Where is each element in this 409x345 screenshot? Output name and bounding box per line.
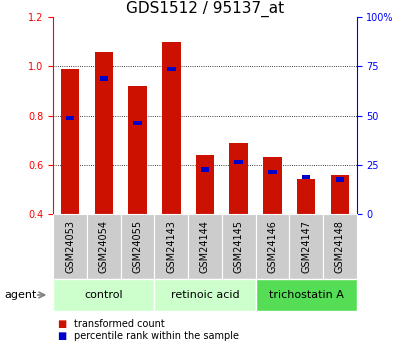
Bar [267,170,276,174]
Bar [229,142,247,214]
Bar [53,214,87,279]
Text: GSM24148: GSM24148 [334,220,344,273]
Bar [53,279,154,311]
Bar [296,179,315,214]
Text: GSM24145: GSM24145 [233,220,243,273]
Bar [61,69,79,214]
Bar [188,214,221,279]
Bar [255,214,289,279]
Title: GDS1512 / 95137_at: GDS1512 / 95137_at [126,1,283,17]
Text: GSM24055: GSM24055 [132,220,142,273]
Text: transformed count: transformed count [74,319,164,328]
Text: GSM24144: GSM24144 [200,220,209,273]
Text: GSM24147: GSM24147 [300,220,310,273]
Bar [221,214,255,279]
Bar [99,77,108,81]
Text: GSM24146: GSM24146 [267,220,277,273]
Bar [87,214,120,279]
Bar [335,177,343,182]
Bar [195,155,214,214]
Text: retinoic acid: retinoic acid [170,290,239,300]
Bar [167,67,175,71]
Bar [301,175,310,179]
Bar [330,175,348,214]
Bar [255,279,356,311]
Text: trichostatin A: trichostatin A [268,290,343,300]
Text: ■: ■ [57,319,67,328]
Text: ■: ■ [57,332,67,341]
Bar [120,214,154,279]
Bar [234,160,242,165]
Text: GSM24143: GSM24143 [166,220,176,273]
Bar [154,214,188,279]
Bar [133,121,142,125]
Text: agent: agent [4,290,36,300]
Bar [128,86,146,214]
Text: percentile rank within the sample: percentile rank within the sample [74,332,238,341]
Bar [94,52,113,214]
Bar [322,214,356,279]
Bar [200,167,209,172]
Bar [289,214,322,279]
Text: GSM24054: GSM24054 [99,220,109,273]
Bar [66,116,74,120]
Text: GSM24053: GSM24053 [65,220,75,273]
Text: control: control [84,290,123,300]
Bar [162,42,180,214]
Bar [154,279,255,311]
Bar [263,157,281,214]
